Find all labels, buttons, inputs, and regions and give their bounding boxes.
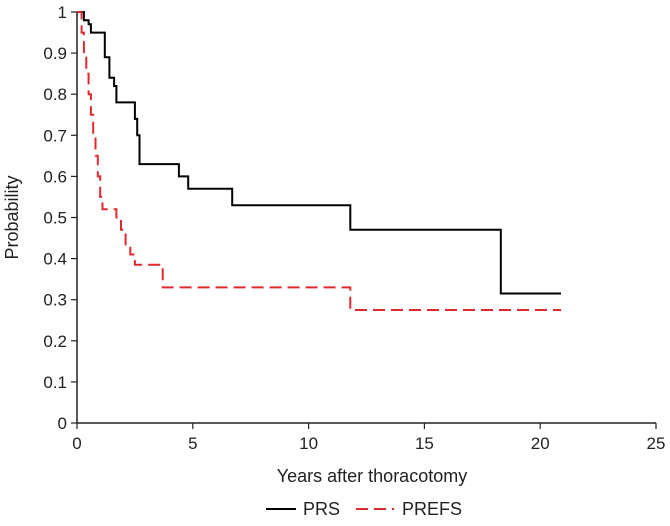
series-layer xyxy=(77,11,561,311)
y-tick-label: 0.4 xyxy=(43,250,67,269)
x-axis-ticks: 0 5 10 15 20 25 xyxy=(72,423,665,453)
y-tick-label: 0 xyxy=(58,414,67,433)
y-tick-label: 0.1 xyxy=(43,373,67,392)
legend-label-prefs: PREFS xyxy=(402,499,462,519)
y-tick-label: 0.6 xyxy=(43,167,67,186)
y-tick-label: 0.7 xyxy=(43,126,67,145)
x-tick-label: 25 xyxy=(647,434,666,453)
y-tick-label: 0.5 xyxy=(43,209,67,228)
series-line-prs xyxy=(77,11,561,295)
y-tick-label: 1 xyxy=(58,3,67,22)
y-tick-label: 0.3 xyxy=(43,291,67,310)
legend: PRS PREFS xyxy=(266,499,462,519)
x-tick-label: 5 xyxy=(188,434,197,453)
x-tick-label: 15 xyxy=(415,434,434,453)
y-tick-label: 0.9 xyxy=(43,44,67,63)
legend-label-prs: PRS xyxy=(303,499,340,519)
x-tick-label: 10 xyxy=(299,434,318,453)
y-axis-title: Probability xyxy=(2,175,22,259)
y-tick-label: 0.2 xyxy=(43,332,67,351)
series-line-prefs xyxy=(77,11,561,311)
y-tick-label: 0.8 xyxy=(43,85,67,104)
x-axis-title: Years after thoracotomy xyxy=(277,466,467,486)
x-tick-label: 20 xyxy=(531,434,550,453)
x-tick-label: 0 xyxy=(72,434,81,453)
y-axis-ticks: 0 0.1 0.2 0.3 0.4 0.5 0.6 0.7 0.8 0.9 1 xyxy=(43,3,77,433)
